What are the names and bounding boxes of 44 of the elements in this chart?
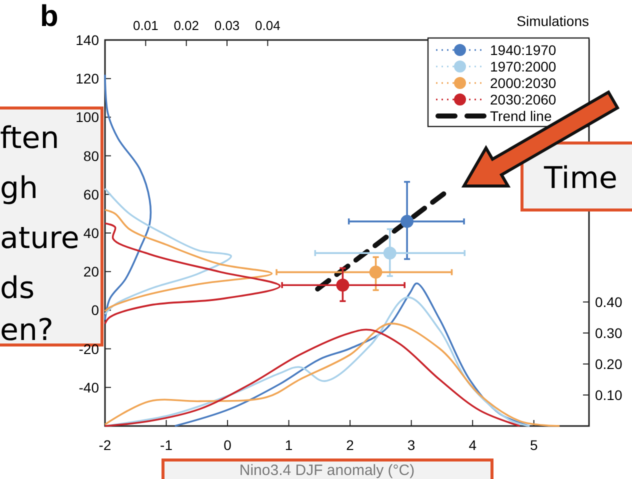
y-tick-label: 0 <box>91 302 100 318</box>
y-tick-label: 40 <box>83 225 100 241</box>
text: b <box>40 0 58 33</box>
x-tick-label: 1 <box>284 437 293 453</box>
x-tick-label: 3 <box>407 437 416 453</box>
y2-tick-label: 0.40 <box>595 294 622 310</box>
x-tick-label: 2 <box>346 437 354 453</box>
text: en? <box>0 313 54 348</box>
y2-tick-label: 0.10 <box>595 386 622 403</box>
y-tick-label: 120 <box>76 70 100 87</box>
x-axis-title: Nino3.4 DJF anomaly (°C) <box>239 462 415 479</box>
legend-label: 2030:2060 <box>490 92 556 108</box>
point <box>336 278 350 292</box>
x-tick-label: 5 <box>530 437 538 453</box>
y-tick-label: 20 <box>83 264 100 280</box>
y2-tick-label: 0.20 <box>595 356 622 372</box>
y2-tick-label: 0.30 <box>595 324 622 341</box>
x-tick-label: -1 <box>160 437 173 453</box>
legend-title: Simulations <box>516 13 589 29</box>
legend-label: 1940:1970 <box>490 42 556 58</box>
x2-tick-label: 0.04 <box>255 18 280 33</box>
point <box>400 214 414 228</box>
annotation: Time <box>543 161 618 196</box>
y-tick-label: 140 <box>76 32 100 48</box>
legend-label: 1970:2000 <box>490 58 556 74</box>
line-series <box>174 282 530 427</box>
x-tick-label: -2 <box>98 437 112 453</box>
y-tick-label: 100 <box>76 109 100 126</box>
point <box>369 266 382 279</box>
text: ature <box>0 221 80 256</box>
y-tick-label: -40 <box>78 379 100 396</box>
text: ds <box>0 271 35 306</box>
y-tick-label: 80 <box>83 148 100 164</box>
text: gh <box>0 171 38 206</box>
legend-label: 2000:2030 <box>490 75 556 91</box>
x2-tick-label: 0.03 <box>214 18 240 33</box>
text: ften <box>0 121 60 156</box>
legend-label: Trend line <box>490 108 552 124</box>
y-tick-label: 60 <box>83 186 100 202</box>
x2-tick-label: 0.02 <box>174 18 199 33</box>
x2-tick-label: 0.01 <box>133 18 158 33</box>
point <box>383 246 396 260</box>
x-tick-label: 0 <box>224 437 232 453</box>
x-tick-label: 4 <box>468 437 477 453</box>
